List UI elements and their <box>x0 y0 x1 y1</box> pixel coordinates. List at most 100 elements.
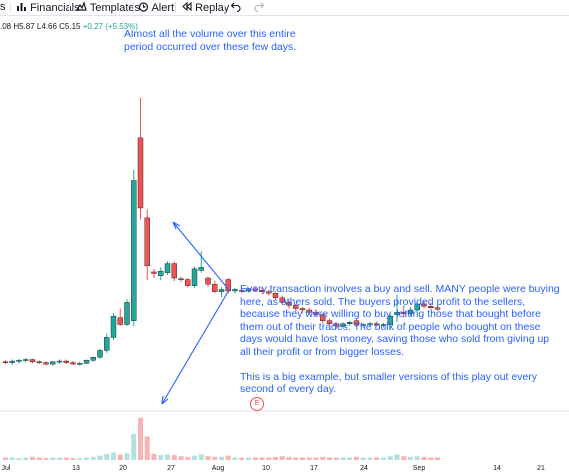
annotation-volume-note: Almost all the volume over this entire p… <box>124 28 297 53</box>
volume-bar <box>387 456 393 460</box>
volume-bar <box>266 457 272 460</box>
volume-bar <box>104 453 110 460</box>
candle-body <box>137 137 144 209</box>
volume-bar <box>144 436 150 460</box>
alert-button[interactable]: Alert <box>138 1 174 14</box>
volume-bar <box>232 457 238 460</box>
candle-body <box>279 297 285 303</box>
volume-bar <box>279 456 285 460</box>
candle-body <box>23 359 29 361</box>
candle-body <box>266 291 272 294</box>
volume-bar <box>252 457 258 460</box>
volume-bar <box>205 456 211 460</box>
annotation-transaction-note: Every transaction involves a buy and sel… <box>240 283 560 408</box>
volume-bar <box>138 417 143 460</box>
x-tick-label: 21 <box>537 465 545 472</box>
toolbar-divider <box>224 2 225 13</box>
x-tick-label: Jul <box>1 465 11 472</box>
volume-bar <box>408 456 413 460</box>
candle-body <box>407 309 414 315</box>
candle-body <box>104 337 110 351</box>
x-tick-label: 17 <box>310 465 318 472</box>
volume-bar <box>428 457 434 460</box>
toolbar-cut-label[interactable]: s <box>0 1 6 13</box>
candle-body <box>380 324 387 326</box>
candle-body <box>320 314 326 321</box>
replay-button[interactable]: Replay <box>181 1 229 14</box>
candle-body <box>97 350 103 358</box>
volume-bar <box>57 457 62 460</box>
volume-bar <box>286 456 292 460</box>
volume-bar <box>367 457 373 460</box>
volume-bar <box>3 457 8 460</box>
time-axis: Jul 13 20 27 Aug 10 17 24 Sep 14 21 <box>0 461 569 476</box>
price-chart[interactable] <box>0 15 569 461</box>
volume-bar <box>401 456 407 460</box>
volume-bar <box>198 454 204 460</box>
candle-body <box>198 267 204 271</box>
volume-bar <box>151 453 157 460</box>
candle-body <box>83 360 90 364</box>
candle-body <box>77 363 83 365</box>
candle-body <box>63 360 69 363</box>
x-tick-label: 14 <box>493 465 501 472</box>
volume-bar <box>340 457 346 460</box>
volume-bar <box>84 457 89 460</box>
volume-bar <box>381 457 386 460</box>
earnings-marker[interactable]: E <box>250 397 264 411</box>
top-toolbar: s Financials Templates Alert Replay <box>0 0 569 16</box>
volume-bar <box>63 457 69 460</box>
volume-bar <box>165 454 170 460</box>
candle-body <box>185 279 191 286</box>
candle-body <box>360 324 366 326</box>
volume-bar <box>421 456 427 460</box>
redo-button[interactable] <box>254 1 265 14</box>
volume-bars <box>3 417 440 460</box>
financials-label: Financials <box>30 2 80 14</box>
volume-bar <box>360 457 366 460</box>
ohlc-legend: .08 H5.87 L4.66 C5.15 +0.27 (+5.53%) <box>0 22 138 31</box>
candle-body <box>151 271 157 274</box>
candle-body <box>218 289 225 292</box>
volume-bar <box>333 457 339 460</box>
volume-bar <box>327 457 332 460</box>
volume-bar <box>246 457 251 460</box>
replay-label: Replay <box>195 2 230 14</box>
candle-body <box>414 303 420 311</box>
volume-bar <box>171 455 177 460</box>
undo-button[interactable] <box>230 1 241 14</box>
volume-bar <box>97 455 103 460</box>
candle-body <box>50 361 56 365</box>
replay-icon <box>182 1 192 12</box>
volume-bar <box>212 456 218 460</box>
candle-body <box>421 303 427 307</box>
candle-body <box>347 322 353 324</box>
financials-button[interactable]: Financials <box>16 1 80 14</box>
volume-bar <box>225 455 231 460</box>
volume-bar <box>117 454 123 460</box>
templates-label: Templates <box>89 2 140 14</box>
candle-body <box>353 320 360 326</box>
candle-body <box>16 360 22 362</box>
candle-body <box>131 180 137 321</box>
toolbar-divider <box>10 2 11 13</box>
x-tick-label: 24 <box>360 465 368 472</box>
candle-body <box>2 361 9 364</box>
volume-bar <box>16 458 22 460</box>
templates-button[interactable]: Templates <box>75 1 140 14</box>
candle-body <box>293 305 299 309</box>
x-tick-label: 20 <box>119 465 127 472</box>
candle-body <box>178 278 184 280</box>
candle-body <box>306 309 312 313</box>
candle-body <box>232 289 238 292</box>
volume-bar <box>313 457 319 460</box>
x-tick-label: Aug <box>211 465 225 472</box>
volume-bar <box>9 457 15 460</box>
x-tick-label: 27 <box>167 465 175 472</box>
volume-bar <box>131 433 137 460</box>
candle-body <box>158 270 164 276</box>
candle-body <box>191 268 198 286</box>
volume-bar <box>178 456 184 460</box>
volume-bar <box>414 456 420 460</box>
volume-bar <box>111 452 116 460</box>
